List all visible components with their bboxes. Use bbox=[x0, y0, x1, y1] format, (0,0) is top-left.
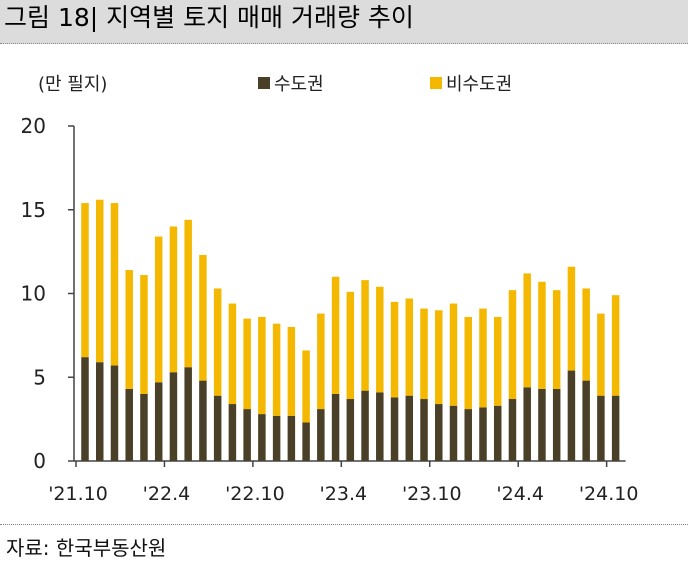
bar-noncapital bbox=[184, 219, 192, 368]
x-tick-label: '23.4 bbox=[320, 483, 368, 505]
bar-capital bbox=[582, 380, 590, 461]
bar-noncapital bbox=[243, 318, 251, 410]
bar-capital bbox=[390, 397, 399, 461]
bar-noncapital bbox=[213, 288, 222, 396]
bar-noncapital bbox=[361, 280, 369, 391]
legend-label-capital: 수도권 bbox=[274, 74, 324, 95]
x-tick-label: '24.4 bbox=[496, 483, 544, 505]
bar-capital bbox=[81, 357, 89, 461]
bar-capital bbox=[228, 404, 237, 461]
bar-capital bbox=[538, 388, 546, 461]
title-bar: 그림 18| 지역별 토지 매매 거래량 추이 bbox=[0, 0, 688, 44]
bar-capital bbox=[493, 405, 502, 461]
bar-noncapital bbox=[95, 199, 104, 363]
source-note: 자료: 한국부동산원 bbox=[6, 536, 167, 560]
bar-noncapital bbox=[272, 323, 281, 416]
bar-capital bbox=[140, 394, 148, 461]
y-unit-label: (만 필지) bbox=[38, 74, 108, 95]
bar-capital bbox=[169, 372, 178, 461]
bar-capital bbox=[317, 409, 325, 461]
bar-capital bbox=[110, 365, 119, 461]
bar-capital bbox=[154, 382, 163, 461]
legend-label-noncapital: 비수도권 bbox=[446, 74, 513, 95]
bar-noncapital bbox=[169, 226, 178, 373]
bar-capital bbox=[420, 399, 428, 461]
bar-capital bbox=[435, 404, 443, 461]
bar-capital bbox=[523, 387, 531, 461]
bar-noncapital bbox=[331, 276, 340, 394]
bar-noncapital bbox=[493, 316, 502, 406]
bar-noncapital bbox=[125, 270, 133, 389]
bar-noncapital bbox=[479, 308, 487, 408]
bar-capital bbox=[302, 422, 310, 461]
bar-capital bbox=[346, 399, 355, 461]
y-tick-label: 20 bbox=[21, 114, 46, 138]
y-tick-label: 0 bbox=[33, 449, 46, 473]
bar-noncapital bbox=[287, 327, 296, 416]
bar-noncapital bbox=[317, 313, 325, 410]
y-tick-label: 10 bbox=[21, 282, 46, 306]
bar-noncapital bbox=[405, 298, 414, 396]
bar-noncapital bbox=[81, 203, 89, 358]
bar-capital bbox=[567, 370, 576, 461]
bar-noncapital bbox=[523, 273, 531, 388]
bar-capital bbox=[258, 414, 266, 461]
bar-capital bbox=[213, 395, 222, 461]
bar-noncapital bbox=[420, 308, 428, 400]
bar-noncapital bbox=[199, 254, 207, 381]
bar-noncapital bbox=[464, 316, 472, 410]
bar-capital bbox=[376, 392, 384, 461]
bar-noncapital bbox=[611, 295, 620, 396]
bar-noncapital bbox=[376, 286, 384, 393]
bar-capital bbox=[405, 395, 414, 461]
bar-capital bbox=[508, 399, 517, 461]
bar-noncapital bbox=[302, 350, 310, 423]
bar-noncapital bbox=[110, 203, 119, 366]
bar-capital bbox=[611, 395, 620, 461]
bar-capital bbox=[199, 380, 207, 461]
chart-title: 그림 18| 지역별 토지 매매 거래량 추이 bbox=[4, 3, 414, 32]
x-tick-label: '23.10 bbox=[402, 483, 462, 505]
bar-capital bbox=[184, 367, 192, 461]
bar-capital bbox=[597, 395, 605, 461]
x-tick-label: '22.10 bbox=[225, 483, 285, 505]
legend-swatch-noncapital bbox=[430, 77, 442, 89]
bar-noncapital bbox=[552, 290, 561, 389]
source-divider bbox=[0, 524, 688, 525]
bar-noncapital bbox=[140, 275, 148, 394]
bar-noncapital bbox=[258, 316, 266, 415]
bar-capital bbox=[125, 388, 133, 461]
chart-plot: 0 5 10 15 20 '21.10 '22.4 '22.10 '23.4 '23.10 '24.… bbox=[21, 114, 639, 505]
bar-capital bbox=[331, 394, 340, 461]
bar-capital bbox=[479, 407, 487, 461]
bar-noncapital bbox=[538, 281, 546, 389]
bar-capital bbox=[552, 388, 561, 461]
bar-noncapital bbox=[449, 303, 458, 406]
bar-capital bbox=[272, 415, 281, 461]
bar-noncapital bbox=[582, 288, 590, 381]
legend-item-noncapital: 비수도권 bbox=[430, 70, 512, 96]
bar-noncapital bbox=[508, 290, 517, 400]
bar-noncapital bbox=[346, 291, 355, 400]
bar-capital bbox=[361, 390, 369, 461]
bar-capital bbox=[287, 415, 296, 461]
bar-noncapital bbox=[154, 236, 163, 383]
y-tick-label: 15 bbox=[21, 198, 46, 222]
y-tick-label: 5 bbox=[33, 365, 46, 389]
bar-capital bbox=[449, 405, 458, 461]
x-tick-label: '24.10 bbox=[579, 483, 639, 505]
x-tick-label: '21.10 bbox=[48, 483, 108, 505]
bar-capital bbox=[464, 409, 472, 461]
bar-noncapital bbox=[228, 303, 237, 405]
legend-swatch-capital bbox=[258, 77, 270, 89]
bar-noncapital bbox=[567, 266, 576, 371]
legend-item-capital: 수도권 bbox=[258, 70, 324, 96]
x-tick-label: '22.4 bbox=[143, 483, 191, 505]
bar-noncapital bbox=[390, 301, 399, 398]
bar-capital bbox=[243, 409, 251, 461]
bar-capital bbox=[95, 362, 104, 461]
bar-noncapital bbox=[435, 310, 443, 405]
bar-noncapital bbox=[597, 313, 605, 396]
